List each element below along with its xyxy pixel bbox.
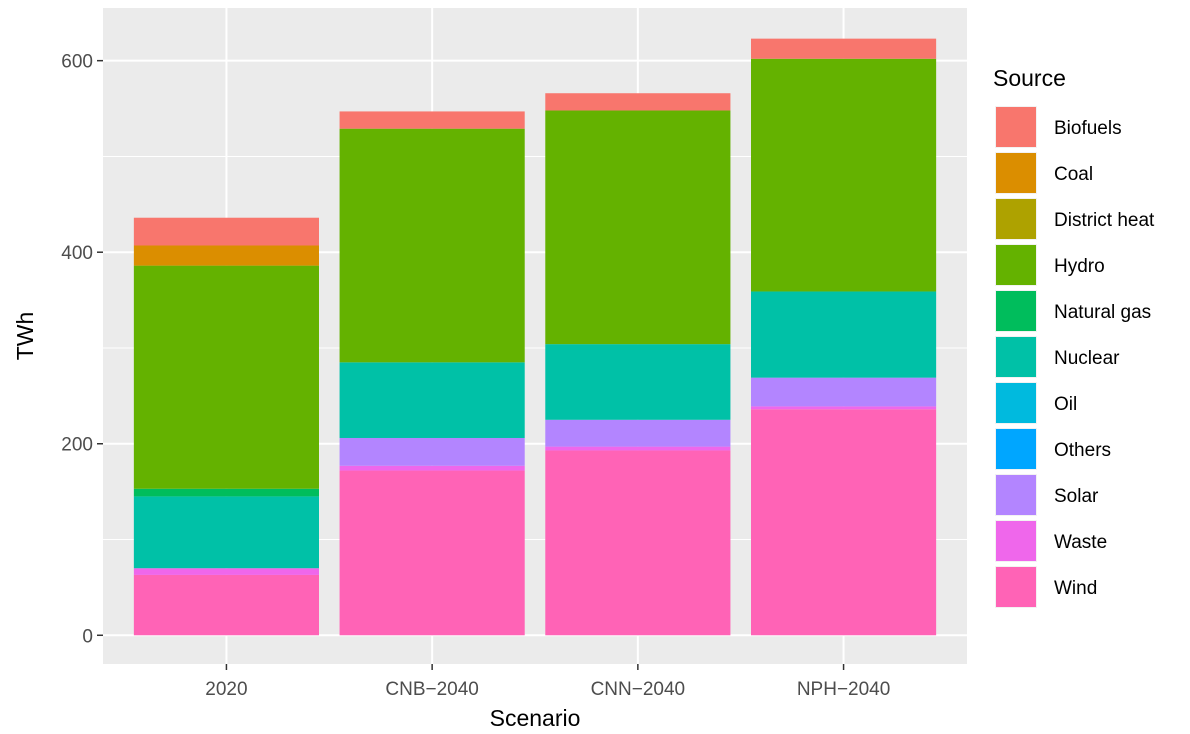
legend-key — [996, 107, 1036, 147]
bar-segment — [545, 110, 731, 345]
x-axis: 2020 CNB−2040 CNN−2040 NPH−2040 — [205, 664, 890, 700]
legend-key — [996, 337, 1036, 377]
bar-segment — [339, 362, 525, 438]
legend-key — [996, 475, 1036, 515]
bar-segment — [133, 574, 319, 636]
legend-key — [996, 245, 1036, 285]
legend-key — [996, 429, 1036, 469]
legend: Source Biofuels Coal District heat Hydro Nat… — [993, 65, 1155, 608]
legend-key — [996, 521, 1036, 561]
legend-key — [996, 291, 1036, 331]
legend-label: Oil — [1054, 394, 1077, 415]
legend-key — [996, 199, 1036, 239]
bar-segment — [133, 496, 319, 569]
legend-title: Source — [993, 65, 1066, 91]
bar-segment — [751, 377, 937, 407]
x-tick-label: 2020 — [205, 679, 247, 700]
y-axis-title: TWh — [12, 312, 38, 361]
legend-label: Nuclear — [1054, 348, 1120, 369]
legend-label: Natural gas — [1054, 302, 1151, 323]
bar-segment — [751, 38, 937, 59]
bar-segment — [545, 450, 731, 636]
bar-segment — [133, 568, 319, 575]
legend-label: Coal — [1054, 164, 1093, 185]
bar-segment — [339, 470, 525, 636]
bar-segment — [133, 217, 319, 246]
legend-label: Biofuels — [1054, 118, 1122, 139]
x-tick-label: CNN−2040 — [591, 679, 686, 700]
bar-segment — [339, 128, 525, 363]
bar-segment — [545, 93, 731, 111]
legend-label: Hydro — [1054, 256, 1105, 277]
y-tick-label: 0 — [82, 626, 93, 647]
bar-segment — [751, 409, 937, 636]
y-tick-label: 200 — [61, 435, 93, 456]
y-tick-label: 600 — [61, 52, 93, 73]
legend-label: Others — [1054, 440, 1111, 461]
y-axis: 0 200 400 600 — [61, 52, 103, 647]
bar-segment — [751, 291, 937, 378]
x-tick-label: NPH−2040 — [797, 679, 890, 700]
legend-label: District heat — [1054, 210, 1155, 231]
bar-segment — [133, 265, 319, 489]
bar-segment — [339, 465, 525, 471]
legend-key — [996, 567, 1036, 607]
legend-label: Solar — [1054, 486, 1099, 507]
bar-segment — [133, 245, 319, 266]
bar-segment — [545, 446, 731, 451]
x-axis-title: Scenario — [490, 705, 581, 731]
bar-segment — [339, 111, 525, 129]
bar-segment — [545, 344, 731, 420]
legend-label: Wind — [1054, 578, 1097, 599]
bars — [133, 38, 937, 636]
legend-key — [996, 153, 1036, 193]
legend-label: Waste — [1054, 532, 1107, 553]
bar-segment — [339, 437, 525, 466]
bar-segment — [751, 406, 937, 410]
legend-key — [996, 383, 1036, 423]
bar-segment — [751, 58, 937, 292]
bar-segment — [545, 419, 731, 447]
y-tick-label: 400 — [61, 243, 93, 264]
x-tick-label: CNB−2040 — [385, 679, 478, 700]
bar-segment — [133, 488, 319, 497]
